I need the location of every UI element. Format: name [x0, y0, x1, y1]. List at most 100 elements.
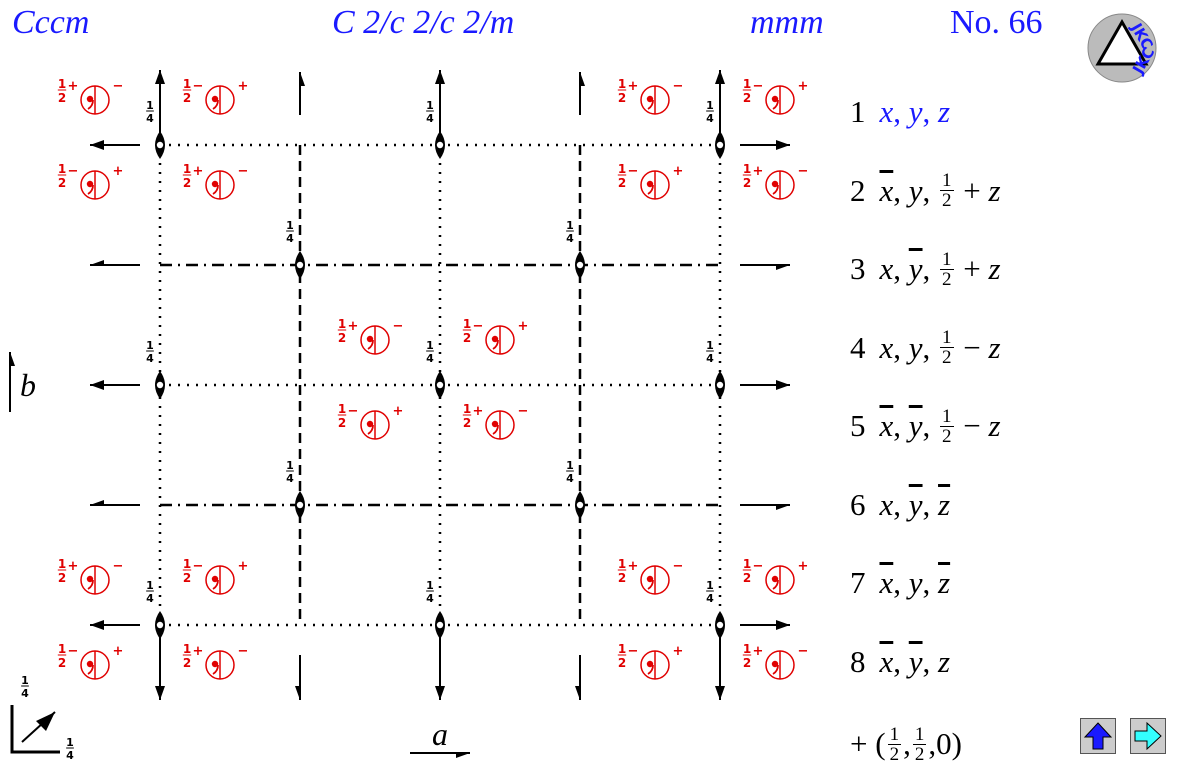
label: +: [193, 164, 204, 179]
comma-tail: [367, 339, 374, 350]
axis-center: [436, 381, 444, 389]
label: 1: [183, 162, 191, 176]
coord-text: z: [988, 408, 1001, 443]
arrow-head: [155, 70, 165, 84]
comma-tail: [87, 99, 94, 110]
arrow-head: [776, 620, 790, 630]
label: 4: [286, 472, 294, 485]
fraction-num: 1: [940, 248, 954, 270]
arrow-head: [580, 72, 585, 86]
label: +: [798, 79, 809, 94]
coord-text: y: [908, 172, 923, 208]
label: 2: [58, 656, 66, 670]
arrow-head: [90, 260, 104, 265]
next-icon: [1134, 721, 1162, 751]
label: +: [628, 79, 639, 94]
label: +: [113, 164, 124, 179]
label: +: [113, 644, 124, 659]
coord-text: −: [955, 329, 989, 365]
coord-text: ,: [922, 94, 939, 129]
comma-tail: [87, 664, 94, 675]
comma-dot: [211, 660, 219, 668]
up-button[interactable]: [1080, 718, 1116, 754]
coord-text: ,: [922, 172, 939, 208]
axis-center: [716, 381, 724, 389]
label: +: [628, 559, 639, 574]
label: 1: [66, 736, 74, 749]
coord-text: ,: [893, 329, 909, 365]
coords: x, y, z: [880, 565, 951, 601]
label: 1: [338, 402, 346, 416]
label: −: [628, 644, 639, 659]
coord-text: ,: [893, 251, 909, 286]
label: 1: [146, 339, 154, 352]
label: 1: [338, 317, 346, 331]
label: 1: [706, 99, 714, 112]
coord-text: ,: [922, 643, 939, 679]
origin-axes: [10, 705, 60, 754]
axis-center: [716, 621, 724, 629]
next-button[interactable]: [1130, 718, 1166, 754]
arrow-head: [90, 620, 104, 630]
axis-center: [576, 501, 584, 509]
arrow-head: [715, 686, 725, 700]
coord-text: x: [879, 94, 894, 129]
label: 4: [706, 352, 714, 365]
axis-center: [716, 141, 724, 149]
coord-text: y: [908, 329, 923, 365]
coord-text: x: [879, 251, 894, 286]
position-number: 7: [850, 565, 866, 600]
label: −: [238, 164, 249, 179]
label: +: [238, 79, 249, 94]
label: 1: [286, 219, 294, 232]
label: 2: [743, 176, 751, 190]
label: 1: [146, 99, 154, 112]
label: 2: [743, 656, 751, 670]
coord-text: z: [988, 329, 1001, 365]
coord-text: z: [938, 94, 951, 129]
comma-dot: [366, 335, 374, 343]
coord-text: z: [988, 251, 1001, 286]
comma-dot: [646, 660, 654, 668]
label: 2: [58, 571, 66, 585]
coord-text: ,: [922, 329, 939, 365]
coord-text: x: [879, 486, 894, 522]
label: 1: [58, 557, 66, 571]
arrow-head: [295, 686, 300, 700]
arrow-head: [90, 380, 104, 390]
arrow-head: [575, 686, 580, 700]
fraction-den: 2: [914, 743, 925, 765]
coord-text: y: [908, 565, 923, 600]
label: 4: [426, 592, 434, 605]
comma-dot: [771, 180, 779, 188]
label: 4: [146, 592, 154, 605]
comma-dot: [646, 95, 654, 103]
label: 1: [21, 674, 29, 687]
label: 1: [566, 219, 574, 232]
arrow-head: [776, 265, 790, 270]
label: 1: [426, 339, 434, 352]
position-number: 5: [850, 408, 866, 443]
label: −: [193, 79, 204, 94]
fraction-den: 2: [942, 190, 952, 211]
arrow-head: [90, 140, 104, 150]
axis-a-label: a: [432, 716, 448, 752]
fraction-num: 1: [940, 327, 954, 348]
comma-tail: [492, 339, 499, 350]
label: −: [798, 164, 809, 179]
label: 1: [183, 642, 191, 656]
coord-text: ,: [922, 565, 939, 600]
comma-tail: [87, 579, 94, 590]
coord-text: z: [988, 172, 1001, 208]
label: 2: [618, 91, 626, 105]
label: +: [68, 559, 79, 574]
arrow-head: [435, 70, 445, 84]
label: +: [753, 164, 764, 179]
coord-text: ,: [893, 94, 909, 129]
